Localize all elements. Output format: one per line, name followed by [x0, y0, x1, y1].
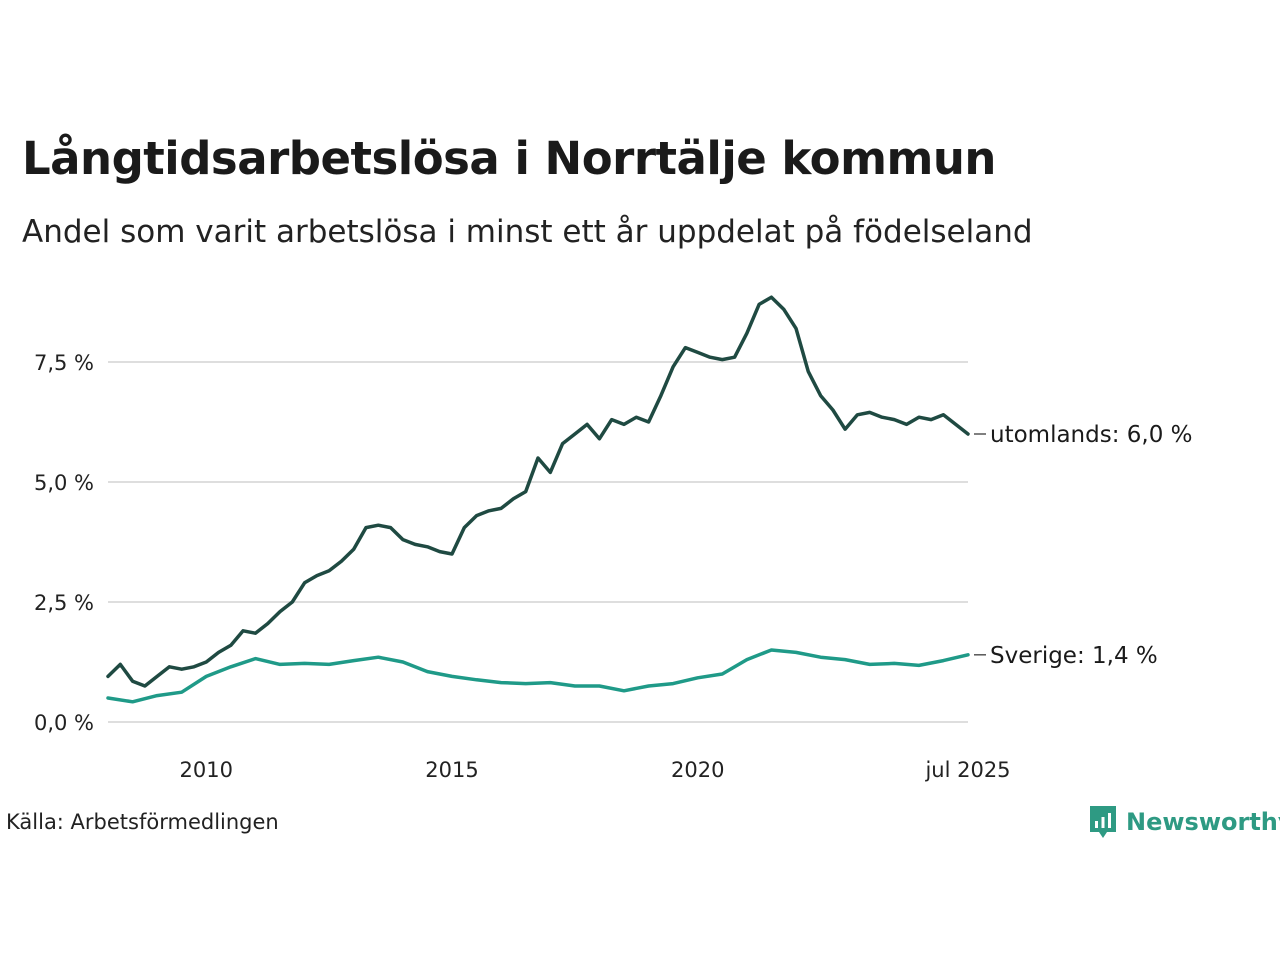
- newsworthy-logo-icon: [1090, 806, 1116, 838]
- chart-title: Långtidsarbetslösa i Norrtälje kommun: [22, 132, 996, 185]
- y-tick-label: 5,0 %: [34, 471, 94, 495]
- x-tick-label: 2010: [180, 758, 233, 782]
- x-tick-label: 2020: [671, 758, 724, 782]
- source-note: Källa: Arbetsförmedlingen: [6, 810, 279, 834]
- end-label-sverige: Sverige: 1,4 %: [990, 643, 1158, 669]
- chart-subtitle: Andel som varit arbetslösa i minst ett å…: [22, 214, 1033, 250]
- series-line-utomlands: [106, 295, 970, 688]
- y-tick-label: 2,5 %: [34, 591, 94, 615]
- brand: Newsworthy: [1088, 804, 1280, 840]
- y-tick-label: 7,5 %: [34, 351, 94, 375]
- brand-name: Newsworthy: [1126, 808, 1280, 836]
- x-tick-label: jul 2025: [924, 758, 1010, 782]
- x-tick-label: 2015: [425, 758, 478, 782]
- series-line-sverige: [106, 648, 970, 704]
- end-label-utomlands: utomlands: 6,0 %: [990, 422, 1193, 448]
- y-tick-label: 0,0 %: [34, 711, 94, 735]
